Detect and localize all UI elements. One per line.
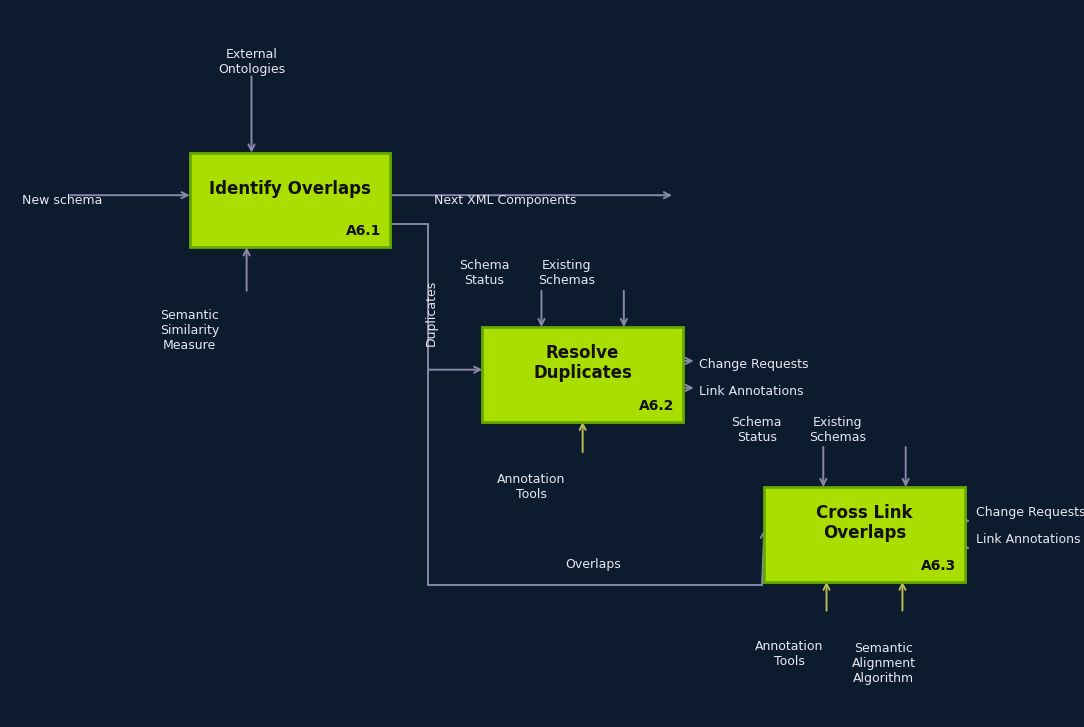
Text: Semantic
Similarity
Measure: Semantic Similarity Measure <box>160 309 219 353</box>
Text: Annotation
Tools: Annotation Tools <box>496 473 566 501</box>
Text: A6.3: A6.3 <box>920 559 956 573</box>
Text: Change Requests: Change Requests <box>699 358 809 371</box>
FancyBboxPatch shape <box>482 327 683 422</box>
Text: Schema
Status: Schema Status <box>732 417 782 444</box>
Text: Duplicates: Duplicates <box>425 279 438 346</box>
Text: Cross Link
Overlaps: Cross Link Overlaps <box>816 504 913 542</box>
FancyBboxPatch shape <box>764 487 965 582</box>
FancyBboxPatch shape <box>190 153 390 247</box>
Text: Change Requests: Change Requests <box>976 506 1084 519</box>
Text: New schema: New schema <box>22 194 102 207</box>
Text: Schema
Status: Schema Status <box>460 259 509 286</box>
Text: A6.2: A6.2 <box>638 399 674 413</box>
Text: Annotation
Tools: Annotation Tools <box>754 640 824 668</box>
Text: Resolve
Duplicates: Resolve Duplicates <box>533 344 632 382</box>
Text: Link Annotations: Link Annotations <box>699 385 803 398</box>
Text: Semantic
Alignment
Algorithm: Semantic Alignment Algorithm <box>851 641 916 685</box>
Text: Next XML Components: Next XML Components <box>434 194 576 207</box>
Text: Link Annotations: Link Annotations <box>976 533 1080 546</box>
Text: Existing
Schemas: Existing Schemas <box>539 259 595 286</box>
Text: Identify Overlaps: Identify Overlaps <box>209 180 371 198</box>
Text: A6.1: A6.1 <box>346 225 382 238</box>
Text: Overlaps: Overlaps <box>565 558 621 571</box>
Text: External
Ontologies: External Ontologies <box>218 48 285 76</box>
Text: Existing
Schemas: Existing Schemas <box>810 417 866 444</box>
